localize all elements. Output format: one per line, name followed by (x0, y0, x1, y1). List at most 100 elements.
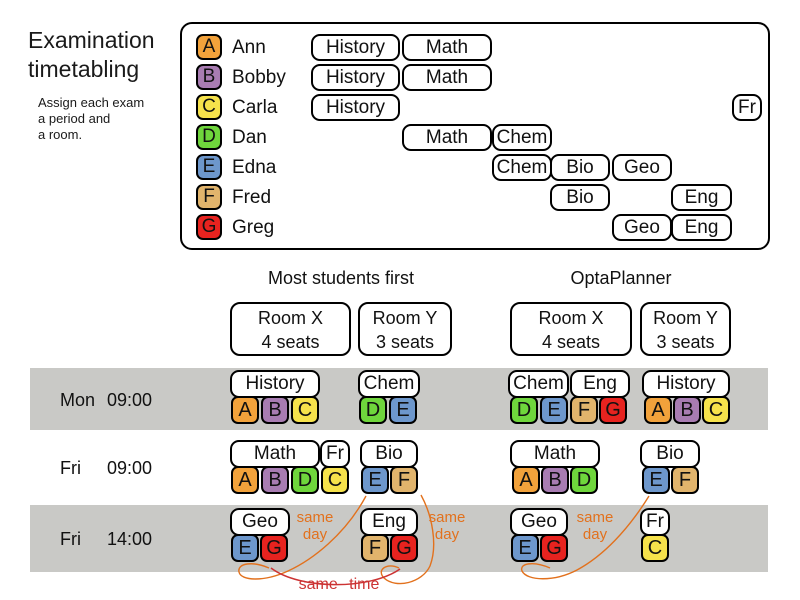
student-badge-g: G (260, 534, 288, 562)
person-row-bobby: B Bobby History Math (182, 64, 768, 91)
same-time-note: same time (298, 576, 380, 593)
student-badge-c: C (321, 466, 349, 494)
student-badge-c: C (291, 396, 319, 424)
column-header-most-students-first: Most students first (267, 268, 415, 288)
student-badge-f: F (361, 534, 389, 562)
student-badge-a: A (231, 466, 259, 494)
student-badge-g: G (390, 534, 418, 562)
student-badge-f: F (196, 184, 222, 210)
exam-cell-title-bio: Bio (640, 440, 700, 468)
room-seats: 4 seats (541, 332, 601, 352)
row-label-time: 09:00 (107, 458, 153, 478)
exam-cell-title-history: History (230, 370, 320, 398)
student-badge-a: A (644, 396, 672, 424)
exam-cell-title-math: Math (230, 440, 320, 468)
exam-pill-history: History (311, 94, 400, 121)
exam-cell-title-fr: Fr (320, 440, 350, 468)
person-row-dan: D Dan Math Chem (182, 124, 768, 151)
room-box-msf-x: Room X 4 seats (230, 302, 351, 356)
student-name: Fred (232, 187, 272, 208)
exam-cell-title-history: History (642, 370, 730, 398)
row-label-time: 14:00 (107, 529, 153, 549)
same-day-word1: same (576, 509, 614, 526)
student-badge-b: B (541, 466, 569, 494)
student-name: Bobby (232, 67, 286, 88)
student-badge-d: D (359, 396, 387, 424)
person-row-fred: F Fred Bio Eng (182, 184, 768, 211)
student-badge-e: E (361, 466, 389, 494)
student-badge-c: C (196, 94, 222, 120)
same-day-note-opta: same day (569, 509, 621, 543)
row-label-day: Fri (60, 458, 81, 478)
exam-pill-geo: Geo (612, 154, 672, 181)
student-badge-d: D (510, 396, 538, 424)
page-title-line1: Examination (28, 27, 155, 53)
same-day-note-msf-right: same day (421, 509, 473, 543)
student-badge-f: F (671, 466, 699, 494)
student-badge-e: E (231, 534, 259, 562)
room-name: Room X (257, 308, 324, 328)
room-box-opta-y: Room Y 3 seats (640, 302, 731, 356)
student-badge-e: E (389, 396, 417, 424)
room-box-msf-y: Room Y 3 seats (358, 302, 452, 356)
room-seats: 3 seats (375, 332, 435, 352)
exam-cell-title-bio: Bio (360, 440, 418, 468)
exam-pill-fr: Fr (732, 94, 762, 121)
student-badge-c: C (702, 396, 730, 424)
room-name: Room Y (653, 308, 718, 328)
exam-pill-bio: Bio (550, 184, 610, 211)
student-badge-b: B (261, 466, 289, 494)
exam-pill-chem: Chem (492, 154, 552, 181)
student-badge-e: E (642, 466, 670, 494)
student-badge-a: A (196, 34, 222, 60)
exam-pill-history: History (311, 64, 400, 91)
page-subtitle-line3: a room. (38, 127, 83, 142)
same-day-word2: day (302, 526, 328, 543)
page-subtitle-line1: Assign each exam (38, 95, 145, 110)
page-subtitle-line2: a period and (38, 111, 111, 126)
student-badge-g: G (196, 214, 222, 240)
exam-pill-bio: Bio (550, 154, 610, 181)
student-badge-a: A (231, 396, 259, 424)
exam-pill-history: History (311, 34, 400, 61)
student-badge-d: D (196, 124, 222, 150)
same-day-word2: day (434, 526, 460, 543)
room-seats: 3 seats (656, 332, 715, 352)
student-badge-e: E (540, 396, 568, 424)
student-badge-f: F (390, 466, 418, 494)
row-label-day: Fri (60, 529, 81, 549)
column-header-optaplanner: OptaPlanner (570, 268, 672, 288)
student-badge-d: D (291, 466, 319, 494)
student-badge-b: B (261, 396, 289, 424)
exam-pill-math: Math (402, 64, 492, 91)
student-badge-e: E (511, 534, 539, 562)
student-badge-g: G (599, 396, 627, 424)
student-badge-g: G (540, 534, 568, 562)
student-name: Dan (232, 127, 267, 148)
room-seats: 4 seats (261, 332, 320, 352)
exam-cell-title-eng: Eng (360, 508, 418, 536)
same-day-word2: day (582, 526, 608, 543)
student-name: Edna (232, 157, 277, 178)
page-subtitle: Assign each exam a period and a room. (38, 95, 144, 143)
student-badge-b: B (196, 64, 222, 90)
person-row-carla: C Carla History Fr (182, 94, 768, 121)
student-badge-f: F (570, 396, 598, 424)
row-label-day: Mon (60, 390, 96, 410)
exam-cell-title-chem: Chem (508, 370, 569, 398)
exam-cell-title-chem: Chem (358, 370, 420, 398)
student-name: Greg (232, 217, 275, 238)
same-day-word1: same (428, 509, 466, 526)
person-row-ann: A Ann History Math (182, 34, 768, 61)
same-day-word1: same (296, 509, 334, 526)
student-badge-e: E (196, 154, 222, 180)
student-badge-c: C (641, 534, 669, 562)
same-day-note-msf-left: same day (289, 509, 341, 543)
person-row-edna: E Edna Chem Bio Geo (182, 154, 768, 181)
room-name: Room X (538, 308, 604, 328)
exam-pill-eng: Eng (671, 214, 732, 241)
person-row-greg: G Greg Geo Eng (182, 214, 768, 241)
page-title: Examination timetabling (28, 26, 155, 84)
exam-pill-geo: Geo (612, 214, 672, 241)
exam-cell-title-geo: Geo (230, 508, 290, 536)
